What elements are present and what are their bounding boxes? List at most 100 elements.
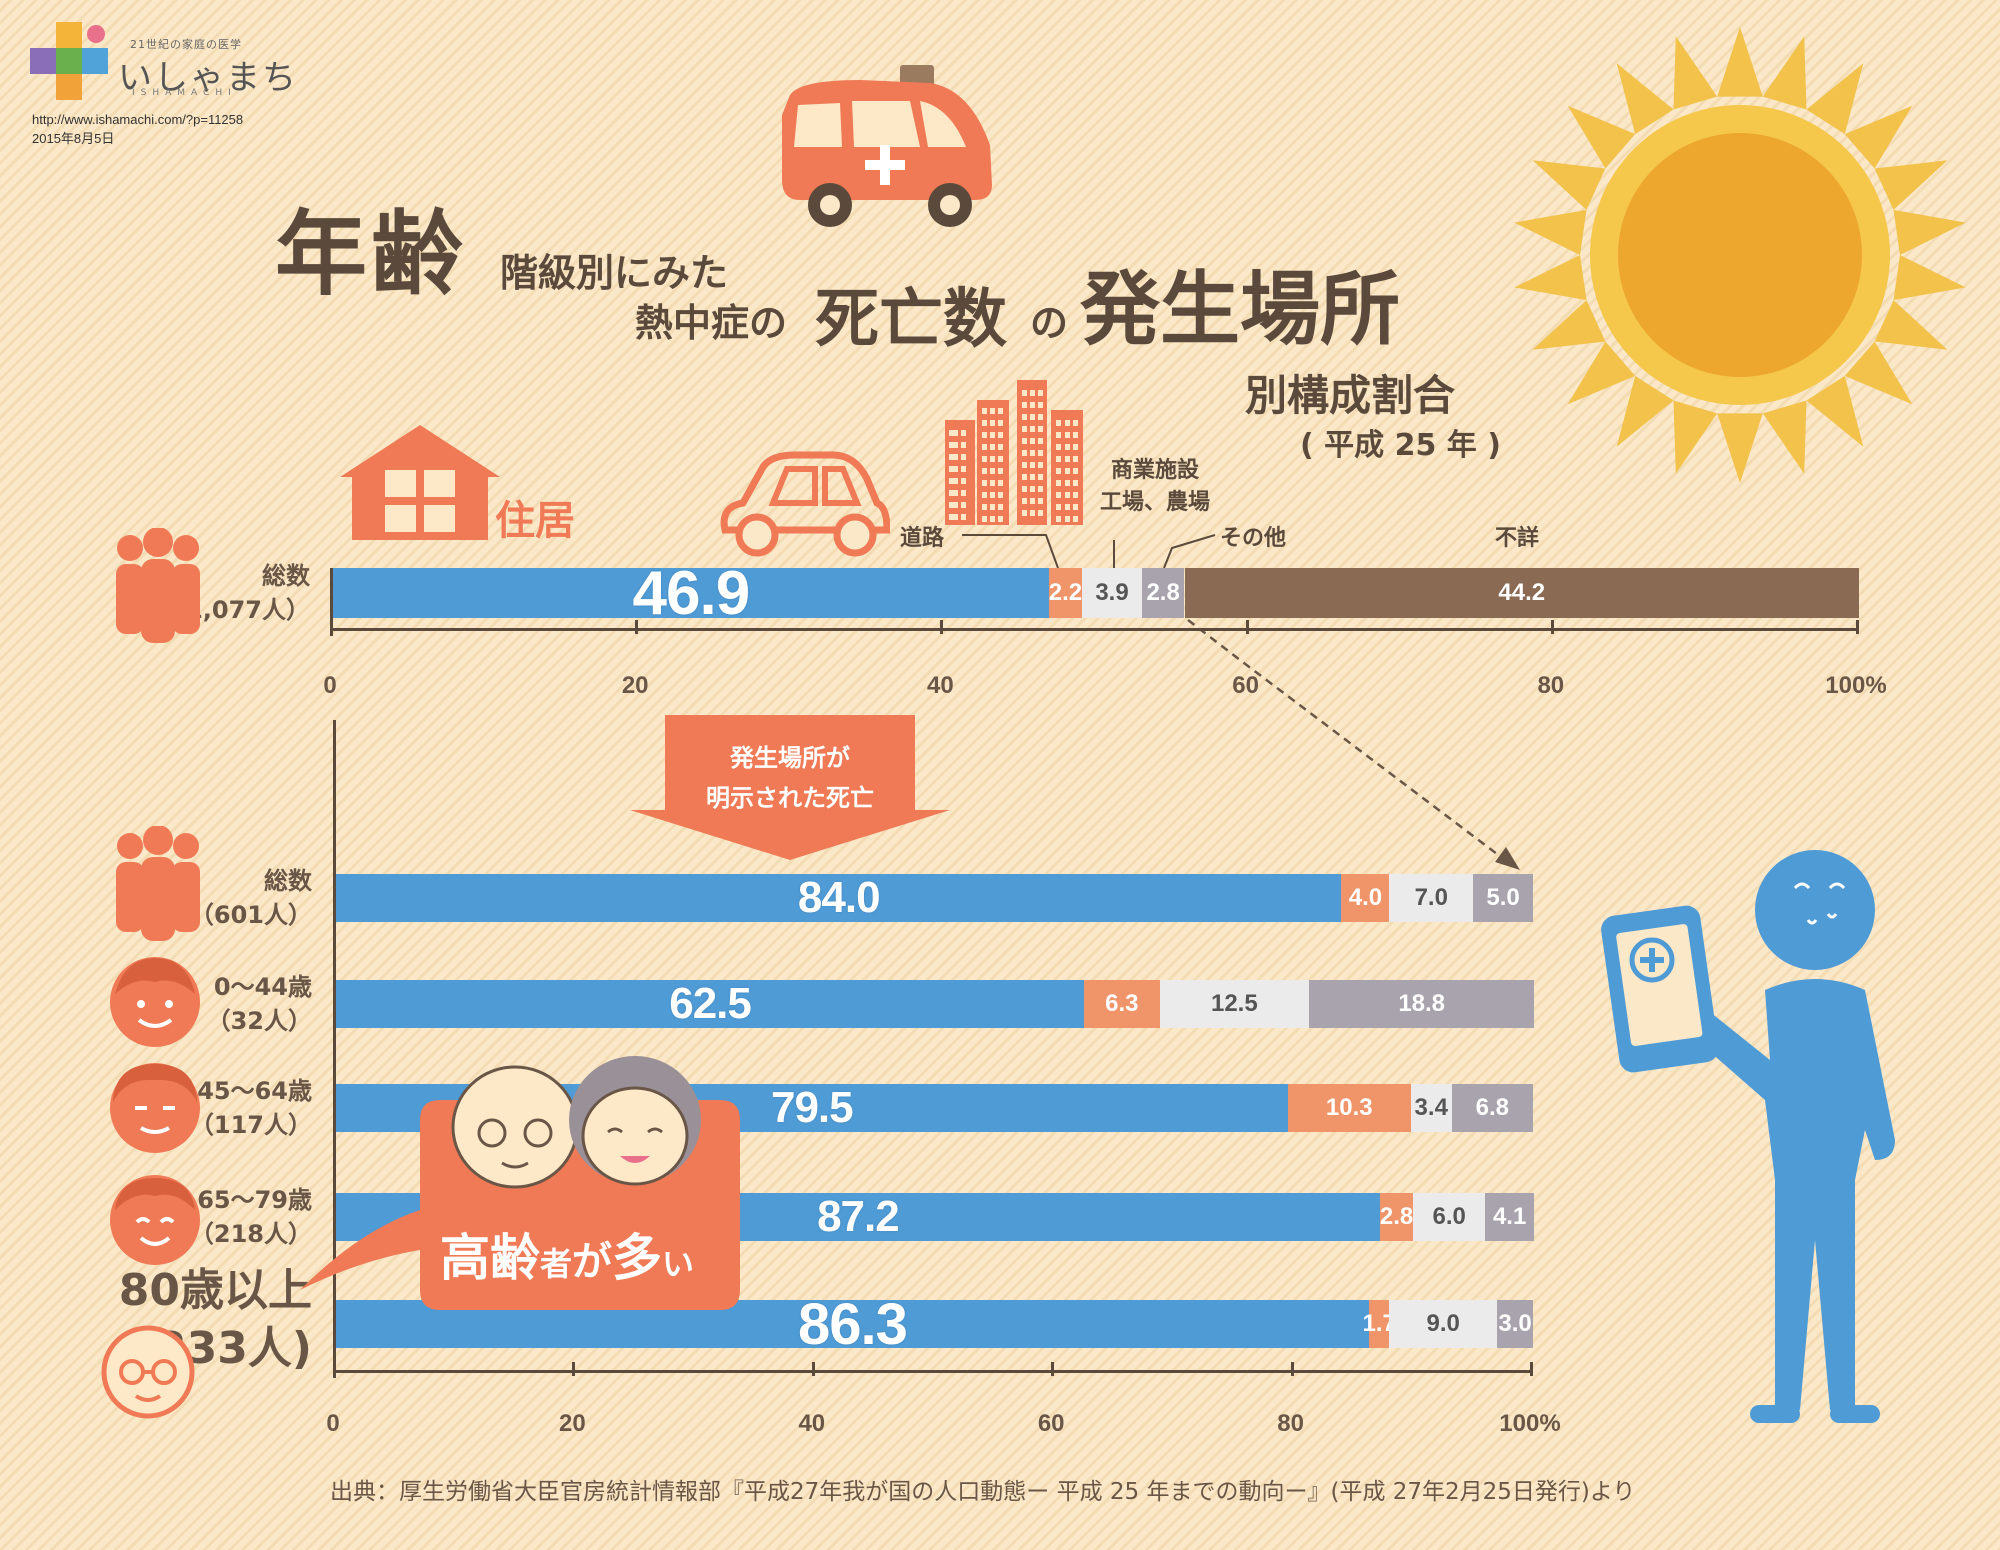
bar-segment: 2.8 [1141,568,1185,618]
x-tick-label: 0 [323,672,337,699]
row-label-count: （601人） [189,901,312,929]
bar-segment: 10.3 [1287,1084,1411,1132]
chart-x-axis [333,1370,1530,1373]
chart-y-axis [333,720,336,1378]
data-label: 4.0 [1348,884,1383,911]
bar-segment: 44.2 [1184,568,1859,618]
data-label: 10.3 [1325,1094,1373,1121]
title-year: ( 平成 25 年 ) [1300,428,1501,463]
data-label: 2.8 [1146,579,1180,606]
title-by-class: 階級別にみた [500,251,729,295]
row-label: 80歳以上 (233人) [62,1262,312,1378]
data-label: 6.3 [1105,990,1139,1017]
logo-roman: ISHAMACHI [132,88,237,98]
label-road: 道路 [900,526,945,551]
bar-segment: 5.0 [1473,874,1533,922]
x-tick-label: 0 [326,1410,340,1437]
data-label: 9.0 [1426,1310,1460,1337]
young-face-icon [110,957,200,1047]
grandfather-icon [451,1065,579,1189]
person-with-tablet-icon [1601,850,1895,1423]
x-tick-mark [1051,1362,1055,1376]
x-tick-label: 60 [1037,1410,1065,1437]
data-label: 86.3 [798,1291,908,1357]
puzzle-logo-icon [30,22,108,100]
data-label: 5.0 [1486,884,1520,911]
title-heatstroke: 熱中症の [635,301,788,345]
data-label: 6.8 [1475,1094,1509,1121]
callout-i: い [662,1245,695,1283]
stacked-bar: 84.0 4.0 7.0 5.0 [336,873,1533,922]
row-label-name: 総数 [262,562,310,590]
row-label-count: （117人） [189,1111,312,1139]
title-deaths: 死亡数 [815,283,1007,357]
x-tick-mark [1530,1362,1533,1376]
x-tick-label: 60 [1232,672,1259,699]
data-label: 18.8 [1398,990,1446,1017]
house-icon [340,425,500,540]
x-tick-label: 40 [798,1410,826,1437]
row-label: 総数 （601人） [62,864,312,932]
bar-segment: 9.0 [1389,1300,1498,1348]
bar-segment: 18.8 [1309,980,1535,1028]
source-note: 出典：厚生労働省大臣官房統計情報部『平成27年我が国の人口動態ー 平成 25 年… [330,1479,1636,1505]
row-label-name: 80歳以上 [118,1265,312,1316]
bar-segment: 3.9 [1082,568,1142,618]
row-label-count: （218人） [189,1220,312,1248]
row-label-count: （32人） [206,1007,312,1035]
middle-age-face-icon [110,1063,200,1153]
bar-segment: 3.0 [1497,1300,1533,1348]
ambulance-icon [782,65,992,227]
chart-y-axis [330,568,333,636]
data-label: 2.8 [1379,1203,1414,1230]
bar-segment: 7.0 [1389,874,1474,922]
arrow-label: 発生場所が 明示された死亡 [706,744,874,812]
data-label: 3.0 [1498,1310,1532,1337]
row-label-name: 65〜79歳 [197,1186,312,1214]
car-icon [720,451,890,557]
x-tick-label: 20 [621,672,649,699]
x-tick-mark [330,620,333,634]
bar-segment: 1.7 [1362,1300,1396,1348]
group-people-icon [116,528,200,643]
title-age: 年齢 [275,201,468,308]
label-commercial: 商業施設 工場、農場 [1100,458,1211,515]
x-tick-mark [572,1362,576,1376]
chart-x-axis [330,628,1856,631]
bar-segment: 84.0 [336,873,1342,922]
data-label: 12.5 [1210,990,1258,1017]
x-tick-label: 20 [559,1410,586,1437]
bar-segment: 62.5 [336,979,1085,1028]
data-label: 44.2 [1498,579,1546,606]
x-tick-mark [1550,620,1554,634]
callout-text: 高齢者が多い [440,1218,694,1290]
down-arrow-icon [630,715,950,860]
publish-date: 2015年8月5日 [32,131,115,146]
x-tick-label: 80 [1537,672,1565,699]
bar-segment: 6.0 [1413,1193,1486,1241]
data-label: 7.0 [1414,884,1448,911]
x-tick-label: 40 [927,672,954,699]
data-label: 6.0 [1432,1203,1466,1230]
row-label: 65〜79歳 （218人） [62,1183,312,1251]
x-tick-label: 100% [1499,1410,1561,1437]
x-tick-mark [940,620,944,634]
data-label: 3.4 [1414,1094,1448,1121]
data-label: 79.5 [770,1083,854,1132]
x-tick-label: 100% [1825,672,1887,699]
title-place: 発生場所 [1080,263,1400,356]
row-label-name: 0〜44歳 [213,973,312,1001]
bar-segment: 6.8 [1451,1084,1533,1132]
bar-segment: 12.5 [1159,980,1310,1028]
data-label: 2.2 [1048,579,1083,606]
callout-ga: が [572,1239,613,1285]
senior-face-icon [110,1175,200,1265]
label-other: その他 [1220,526,1287,551]
bar-segment: 3.4 [1410,1084,1452,1132]
data-label: 3.9 [1095,579,1129,606]
row-label-name: 総数 [264,867,312,895]
title-composition: 別構成割合 [1245,371,1456,420]
x-tick-mark [1290,1362,1294,1376]
title-no: の [1030,301,1069,345]
bar-segment: 4.1 [1485,1193,1535,1241]
